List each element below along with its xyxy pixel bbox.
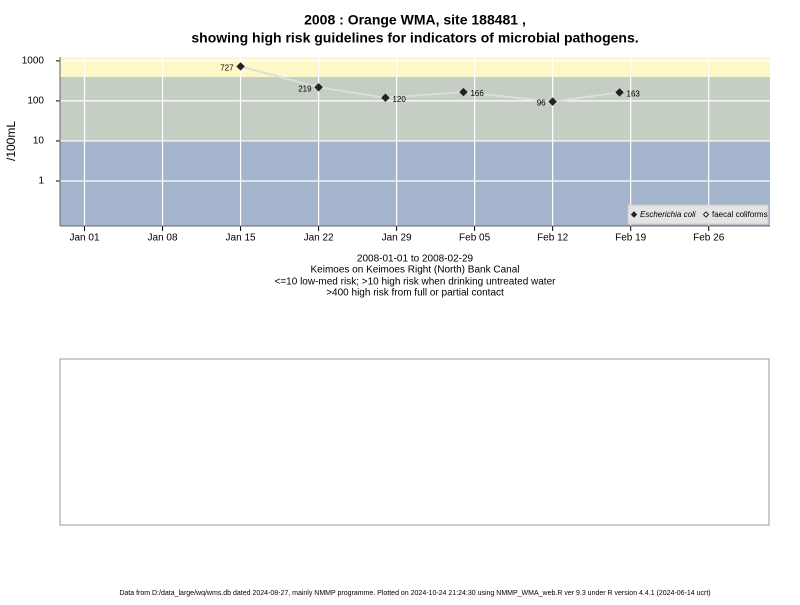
y-tick-label: 10 xyxy=(33,136,45,147)
footer: Data from D:/data_large/wq/wms.db dated … xyxy=(119,590,710,597)
x-tick-label: Jan 22 xyxy=(304,233,334,244)
empty-panel xyxy=(59,358,770,526)
legend-box xyxy=(627,204,769,225)
data-label: 163 xyxy=(627,90,641,99)
x-tick-label: Feb 26 xyxy=(693,233,725,244)
x-tick-label: Jan 01 xyxy=(70,233,100,244)
data-point xyxy=(548,97,557,106)
legend-label: faecal coliforms xyxy=(712,210,768,219)
data-label: 219 xyxy=(298,84,312,93)
chart-title: 2008 : Orange WMA, site 188481 , xyxy=(304,12,526,28)
y-tick-label: 1 xyxy=(38,176,44,187)
x-tick-label: Jan 08 xyxy=(148,233,178,244)
data-label: 166 xyxy=(470,89,484,98)
y-tick-label: 100 xyxy=(27,96,44,107)
risk-band xyxy=(60,76,770,141)
x-tick-label: Feb 05 xyxy=(459,233,491,244)
data-point xyxy=(236,62,245,71)
data-point xyxy=(615,88,624,97)
note: >400 high risk from full or partial cont… xyxy=(326,288,504,299)
note: Keimoes on Keimoes Right (North) Bank Ca… xyxy=(311,265,520,276)
risk-band xyxy=(60,57,770,77)
data-label: 96 xyxy=(537,99,546,108)
legend-marker xyxy=(630,211,638,218)
data-point xyxy=(459,87,468,97)
x-tick-label: Jan 15 xyxy=(226,233,256,244)
x-tick-label: Feb 12 xyxy=(537,233,569,244)
data-point xyxy=(381,93,390,102)
data-point xyxy=(314,83,323,92)
data-label: 727 xyxy=(220,64,234,73)
chart-subtitle: showing high risk guidelines for indicat… xyxy=(191,30,638,46)
legend-marker xyxy=(702,211,710,218)
series-line xyxy=(240,65,620,103)
x-tick-label: Feb 19 xyxy=(615,233,647,244)
note: <=10 low-med risk; >10 high risk when dr… xyxy=(275,277,557,288)
legend-label: Escherichia coli xyxy=(640,210,696,219)
y-axis-label: /100mL xyxy=(4,121,18,161)
x-tick-label: Jan 29 xyxy=(382,233,412,244)
data-label: 120 xyxy=(392,95,406,104)
y-tick-label: 1000 xyxy=(22,56,45,67)
note: 2008-01-01 to 2008-02-29 xyxy=(357,254,474,265)
